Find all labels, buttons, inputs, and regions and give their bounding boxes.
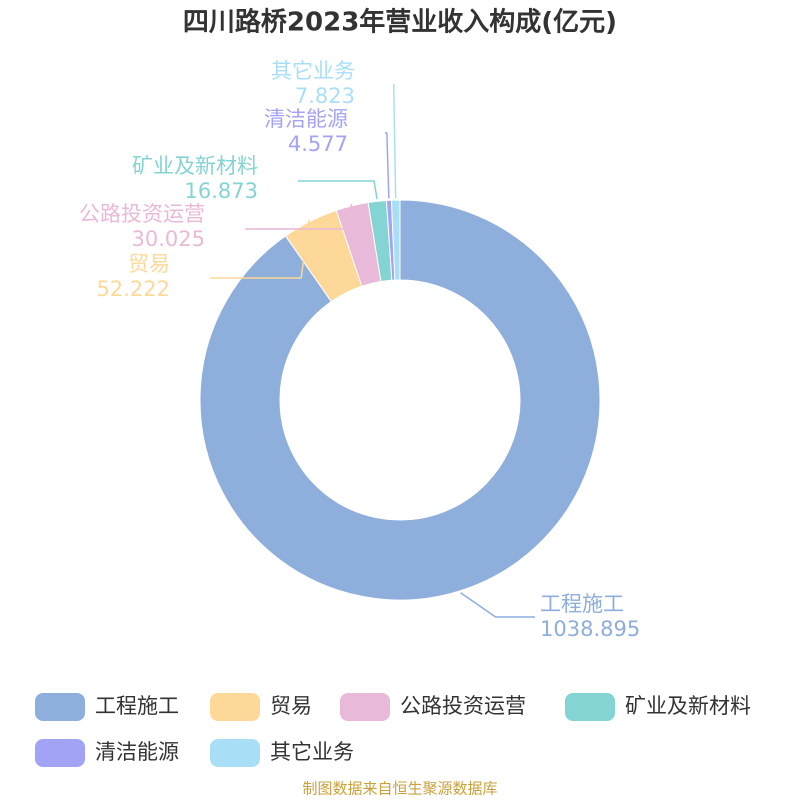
chart-title: 四川路桥2023年营业收入构成(亿元) [183,7,617,38]
leader-line [392,84,397,199]
leader-line [298,180,378,200]
leader-line [210,219,310,279]
legend-swatch [35,693,85,721]
source-note: 制图数据来自恒生聚源数据库 [302,780,497,798]
leader-line [385,132,390,199]
legend-label: 其它业务 [270,740,354,764]
slice-label: 贸易 [128,252,170,276]
slice-value: 7.823 [295,84,355,108]
legend-label: 工程施工 [95,694,179,718]
legend-swatch [340,693,390,721]
donut-slice [199,199,601,601]
slice-value: 30.025 [132,227,205,251]
leader-line [460,592,535,618]
legend-label: 公路投资运营 [400,694,526,718]
legend-label: 矿业及新材料 [625,694,751,718]
legend-label: 清洁能源 [95,740,179,764]
slice-value: 1038.895 [540,617,640,641]
slice-label: 工程施工 [540,592,624,616]
slice-label: 其它业务 [271,59,355,83]
slice-value: 16.873 [185,179,258,203]
slice-label: 矿业及新材料 [132,154,258,178]
slice-label: 清洁能源 [264,107,348,131]
legend-swatch [35,739,85,767]
legend-label: 贸易 [270,694,312,718]
leader-line [245,203,353,230]
legend-swatch [210,739,260,767]
slice-value: 4.577 [288,132,348,156]
legend-swatch [565,693,615,721]
legend-swatch [210,693,260,721]
donut-slice [390,199,401,281]
slice-value: 52.222 [97,277,170,301]
slice-label: 公路投资运营 [79,202,205,226]
